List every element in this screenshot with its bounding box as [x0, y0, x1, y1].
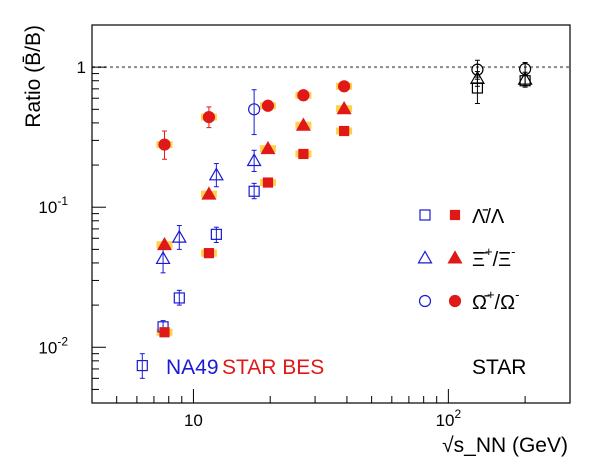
data-point-lambda: [203, 248, 215, 259]
data-point-lambda: [159, 327, 170, 338]
y-axis-title: Ratio (B̄/B): [22, 25, 45, 128]
data-point-xi: [201, 186, 217, 200]
data-point-xi: [469, 70, 485, 84]
legend-marker-open: [418, 294, 432, 308]
data-point-omega: [297, 89, 310, 102]
data-point-omega: [261, 99, 275, 112]
legend-label-omega: Ω̄+/Ω-: [472, 287, 519, 314]
data-point-lambda: [210, 228, 222, 240]
tick-labels: 10 102 10-2 10-1 1: [38, 58, 461, 430]
experiment-label: STAR BES: [222, 356, 324, 379]
data-markers: [136, 62, 533, 372]
x-tick-label: 10: [184, 411, 203, 430]
data-point-xi: [295, 117, 311, 131]
data-point-xi: [260, 140, 276, 155]
data-point-omega: [471, 63, 484, 76]
data-point-lambda: [173, 292, 185, 304]
data-point-lambda: [262, 177, 274, 188]
data-point-xi: [208, 167, 224, 181]
plot-frame: [91, 24, 571, 404]
data-point-lambda: [298, 148, 309, 160]
legend-marker-open: [419, 209, 431, 221]
legend-label-lambda: Λ̄/Λ: [472, 206, 505, 228]
experiment-labels: NA49 STAR BES STAR: [166, 356, 526, 379]
data-point-lambda: [248, 185, 260, 197]
data-point-xi: [517, 71, 533, 85]
legend-label-xi: Ξ̄+/Ξ-: [472, 244, 516, 271]
legend: Λ̄/Λ Ξ̄+/Ξ- Ω̄+/Ω-: [417, 206, 519, 314]
minor-ticks: [91, 24, 571, 404]
data-point-xi: [171, 229, 187, 243]
data-point-omega: [338, 80, 351, 93]
legend-marker-filled: [448, 294, 462, 308]
x-axis-title: √s_NN (GeV): [442, 434, 568, 457]
legend-marker-filled: [449, 209, 461, 221]
data-point-omega: [248, 103, 261, 116]
data-point-omega: [158, 138, 171, 151]
y-tick-label: 10-2: [38, 334, 68, 357]
data-point-omega: [519, 62, 532, 76]
legend-marker-filled: [447, 250, 463, 264]
experiment-label: STAR: [472, 356, 526, 379]
y-tick-label: 10-1: [38, 194, 68, 217]
data-point-xi: [246, 152, 262, 167]
data-point-lambda: [136, 359, 148, 372]
experiment-label: NA49: [166, 356, 219, 379]
data-point-omega: [202, 110, 216, 124]
x-tick-label: 102: [436, 407, 462, 430]
data-point-xi: [155, 250, 171, 265]
data-point-xi: [336, 101, 352, 115]
data-point-xi: [156, 236, 173, 251]
legend-marker-open: [417, 250, 433, 264]
y-tick-label: 1: [77, 58, 86, 77]
data-point-lambda: [339, 125, 350, 137]
